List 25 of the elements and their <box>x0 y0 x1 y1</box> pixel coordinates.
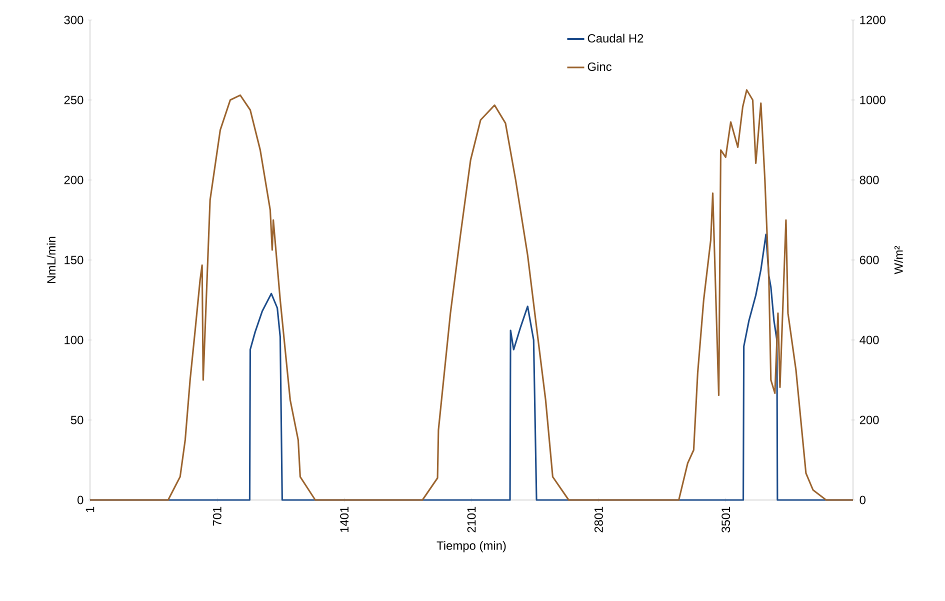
y2-tick-label: 1200 <box>860 16 886 24</box>
y-tick-label: 0 <box>78 496 84 504</box>
y-axis-title: NmL/min <box>46 236 56 283</box>
x-tick-label: 1401 <box>340 506 349 532</box>
y-tick-label: 100 <box>64 336 84 344</box>
y-tick-label: 250 <box>64 96 84 104</box>
y-tick-label: 150 <box>64 256 84 264</box>
y-tick-label: 300 <box>64 16 84 24</box>
x-tick-label: 1 <box>86 506 94 512</box>
y2-tick-label: 800 <box>860 176 879 184</box>
y2-tick-label: 400 <box>860 336 879 344</box>
x-tick-label: 2801 <box>594 506 603 532</box>
y2-tick-label: 0 <box>860 496 866 504</box>
y2-tick-label: 200 <box>860 416 879 424</box>
y2-axis-title: W/m² <box>894 246 903 274</box>
y-tick-label: 200 <box>64 176 84 184</box>
legend-label: Ginc <box>588 62 612 71</box>
x-tick-label: 3501 <box>722 506 730 532</box>
y2-tick-label: 1000 <box>860 96 886 104</box>
legend-label: Caudal H2 <box>588 34 644 43</box>
y2-tick-label: 600 <box>860 256 879 264</box>
y-tick-label: 50 <box>70 416 84 424</box>
x-tick-label: 701 <box>212 506 222 526</box>
x-tick-label: 2101 <box>467 506 476 532</box>
x-axis-title: Tiempo (min) <box>436 541 506 552</box>
